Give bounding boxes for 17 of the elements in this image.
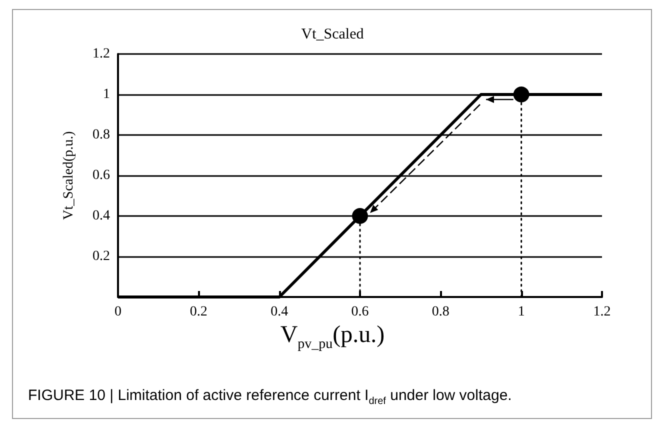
x-axis-title: V$_{pv_pu}$(p.u.) — [279, 322, 386, 353]
y-tick-label: 1.2 — [92, 46, 110, 62]
y-tick-label: 1 — [103, 87, 110, 102]
x-tick-label: 0.6 — [351, 304, 369, 320]
chart-title: Vt_Scaled — [301, 26, 364, 42]
y-axis-title: Vt_Scaled(p.u.) — [62, 130, 76, 220]
y-tick-label: 0.6 — [92, 168, 110, 183]
caption: FIGURE 10 | Limitation of active reference current I$_{dref}$ under low voltage. — [28, 387, 512, 407]
x-tick-label: 0.8 — [432, 304, 450, 320]
y-tick-label: 0.2 — [92, 249, 110, 264]
x-tick-label: 0 — [114, 304, 122, 320]
x-tick-label: 1 — [518, 304, 525, 320]
x-tick-label: 1.2 — [593, 304, 611, 320]
y-tick-label: 0.4 — [92, 208, 110, 224]
x-tick-label: 0.2 — [190, 304, 208, 320]
y-tick-label: 0.8 — [92, 128, 110, 142]
x-tick-label: 0.4 — [270, 304, 288, 320]
